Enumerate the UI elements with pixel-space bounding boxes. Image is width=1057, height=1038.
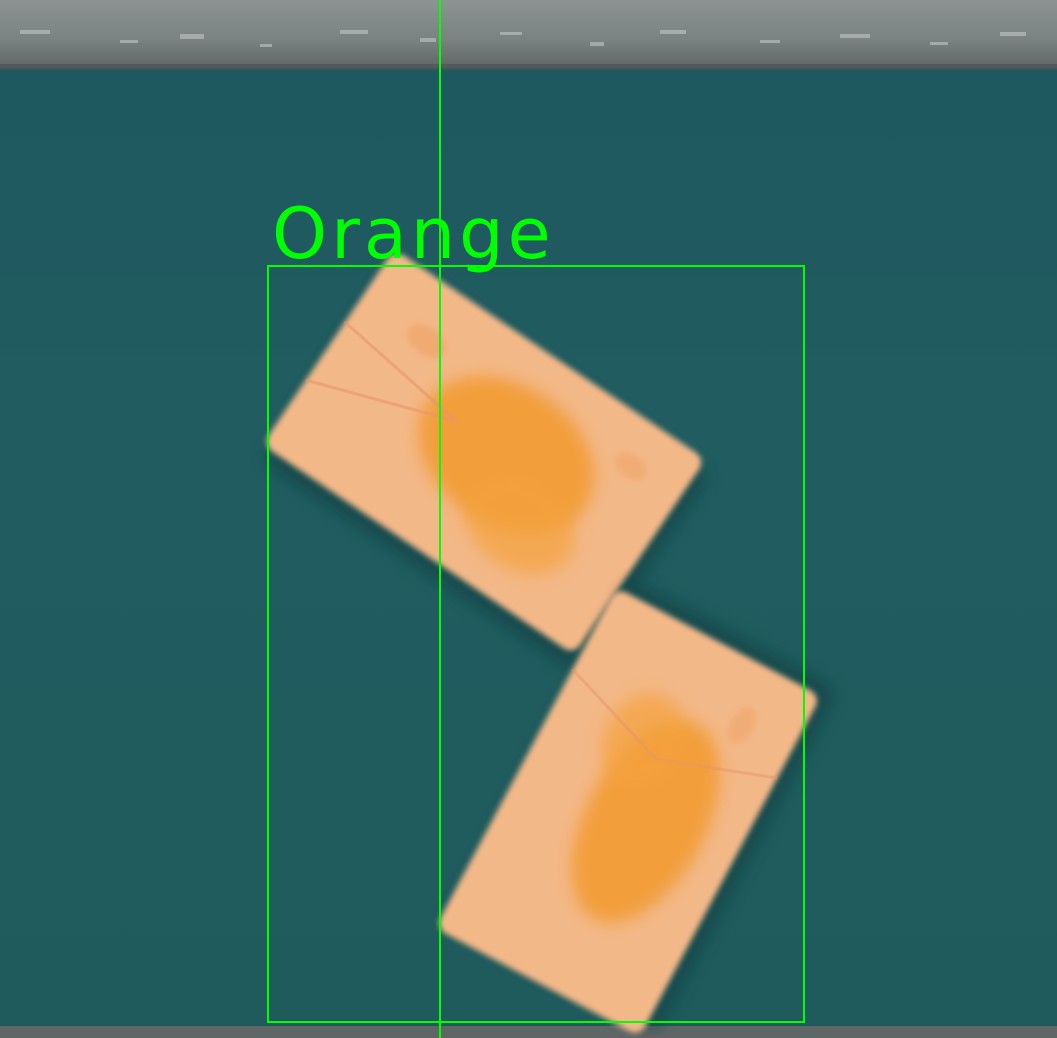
candy-upper: [266, 253, 705, 668]
bottom-rail: [0, 1026, 1057, 1038]
rail-edge: [0, 64, 1057, 70]
rail-specks: [20, 30, 1026, 47]
top-rail: [0, 0, 1057, 68]
candy-lower: [439, 583, 834, 1033]
detection-box: [267, 265, 805, 1023]
detection-label: Orange: [272, 193, 555, 275]
